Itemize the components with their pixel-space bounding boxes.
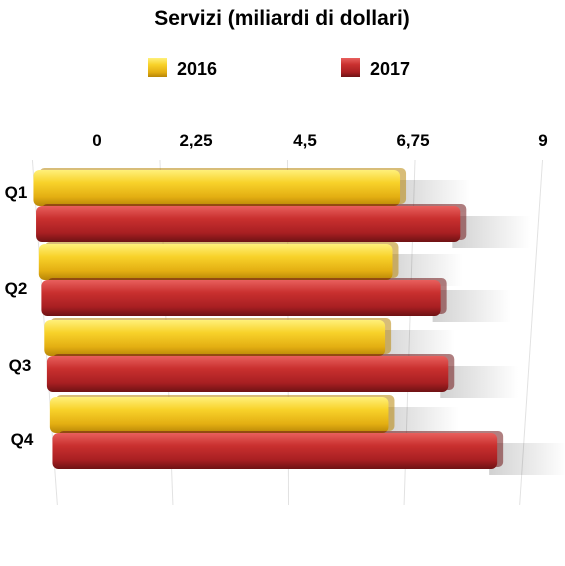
category-label-Q1: Q1 [5, 183, 28, 202]
bar-Q1-2016 [33, 170, 401, 206]
category-label-Q2: Q2 [5, 279, 28, 298]
bar-Q4-2017 [52, 433, 498, 469]
legend-label-2017: 2017 [370, 59, 410, 79]
x-tick-label-3: 6,75 [396, 131, 429, 150]
x-axis-ticks: 0 2,25 4,5 6,75 9 [92, 131, 547, 150]
bar-Q3-2017 [46, 356, 449, 392]
legend: 2016 2017 [148, 58, 410, 79]
x-tick-label-0: 0 [92, 131, 101, 150]
bar-Q1-2017 [36, 206, 461, 242]
category-label-Q4: Q4 [11, 430, 34, 449]
x-tick-label-1: 2,25 [179, 131, 212, 150]
bar-Q3-2016 [44, 320, 386, 356]
category-labels: Q1 Q2 Q3 Q4 [5, 183, 34, 449]
bars [33, 168, 565, 475]
legend-label-2016: 2016 [177, 59, 217, 79]
x-tick-label-4: 9 [538, 131, 547, 150]
legend-swatch-2017 [341, 58, 360, 77]
bar-Q2-2017 [41, 280, 441, 316]
bar-Q2-2016 [38, 244, 393, 280]
x-tick-label-2: 4,5 [293, 131, 317, 150]
chart-title: Servizi (miliardi di dollari) [154, 7, 410, 30]
category-label-Q3: Q3 [9, 356, 32, 375]
legend-swatch-2016 [148, 58, 167, 77]
bar-Q4-2016 [49, 397, 389, 433]
